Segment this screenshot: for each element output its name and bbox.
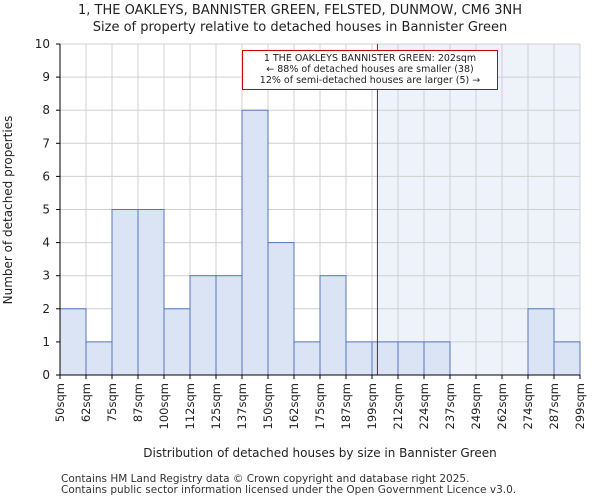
- x-tick-label: 249sqm: [469, 383, 483, 429]
- x-tick-label: 287sqm: [547, 383, 561, 429]
- bar-187sqm: [345, 341, 373, 376]
- x-axis-label: Distribution of detached houses by size …: [143, 446, 496, 460]
- x-tick-label: 224sqm: [417, 383, 431, 429]
- y-tick-label: 2: [42, 302, 50, 316]
- x-tick-label: 75sqm: [105, 383, 119, 422]
- x-tick-label: 125sqm: [209, 383, 223, 429]
- y-axis-label: Number of detached properties: [1, 116, 15, 305]
- bar-150sqm: [267, 242, 295, 376]
- footer-line2: Contains public sector information licen…: [61, 484, 517, 496]
- y-tick-labels: 0 1 2 3 4 5 6 7 8 9 10: [35, 37, 50, 382]
- x-tick-label: 150sqm: [261, 383, 275, 429]
- y-tick-label: 0: [42, 368, 50, 382]
- x-tick-label: 237sqm: [443, 383, 457, 429]
- bar-75sqm: [111, 209, 139, 376]
- bar-224sqm: [423, 341, 451, 376]
- bar-50sqm: [59, 308, 87, 376]
- y-tick-label: 3: [42, 269, 50, 283]
- y-tick-label: 8: [42, 103, 50, 117]
- bar-62sqm: [85, 341, 113, 376]
- bar-212sqm: [397, 341, 425, 376]
- x-tick-label: 50sqm: [53, 383, 67, 422]
- bar-199sqm: [371, 341, 399, 376]
- x-tick-label: 187sqm: [339, 383, 353, 429]
- x-tick-label: 100sqm: [157, 383, 171, 429]
- x-tick-label: 274sqm: [521, 383, 535, 429]
- x-tick-label: 87sqm: [131, 383, 145, 422]
- bar-287sqm: [553, 341, 581, 376]
- annotation-line3: 12% of semi-detached houses are larger (…: [259, 75, 481, 86]
- x-tick-label: 112sqm: [183, 383, 197, 429]
- axes: [56, 43, 581, 379]
- y-tick-label: 4: [42, 236, 50, 250]
- x-tick-label: 175sqm: [313, 383, 327, 429]
- bars: [59, 109, 581, 376]
- y-tick-label: 1: [42, 335, 50, 349]
- bar-100sqm: [163, 308, 191, 376]
- bar-112sqm: [189, 275, 217, 376]
- y-tick-label: 7: [42, 136, 50, 150]
- x-tick-label: 299sqm: [573, 383, 587, 429]
- x-tick-label: 62sqm: [79, 383, 93, 422]
- footer-line1: Contains HM Land Registry data © Crown c…: [61, 473, 470, 485]
- x-tick-labels: 50sqm 62sqm 75sqm 87sqm 100sqm 112sqm 125sqm 13…: [53, 383, 587, 429]
- annotation-line2: ← 88% of detached houses are smaller (38…: [266, 64, 474, 75]
- y-tick-label: 6: [42, 169, 50, 183]
- chart-title: 1, THE OAKLEYS, BANNISTER GREEN, FELSTED…: [0, 2, 600, 36]
- bar-137sqm: [241, 109, 269, 376]
- y-tick-label: 10: [35, 37, 50, 51]
- bar-162sqm: [293, 341, 321, 376]
- footer: Contains HM Land Registry data © Crown c…: [61, 474, 516, 496]
- bar-175sqm: [319, 275, 347, 376]
- chart-title-line2: Size of property relative to detached ho…: [92, 20, 508, 35]
- annotation-line1: 1 THE OAKLEYS BANNISTER GREEN: 202sqm: [263, 53, 477, 64]
- bar-274sqm: [527, 308, 555, 376]
- chart-title-line1: 1, THE OAKLEYS, BANNISTER GREEN, FELSTED…: [77, 3, 523, 18]
- x-tick-label: 212sqm: [391, 383, 405, 429]
- x-tick-label: 262sqm: [495, 383, 509, 429]
- x-tick-label: 137sqm: [235, 383, 249, 429]
- bar-87sqm: [137, 209, 165, 376]
- x-tick-label: 162sqm: [287, 383, 301, 429]
- y-tick-label: 9: [42, 70, 50, 84]
- x-tick-label: 199sqm: [365, 383, 379, 429]
- marker-annotation: 1 THE OAKLEYS BANNISTER GREEN: 202sqm ← …: [242, 50, 498, 90]
- y-tick-label: 5: [42, 203, 50, 217]
- bar-125sqm: [215, 275, 243, 376]
